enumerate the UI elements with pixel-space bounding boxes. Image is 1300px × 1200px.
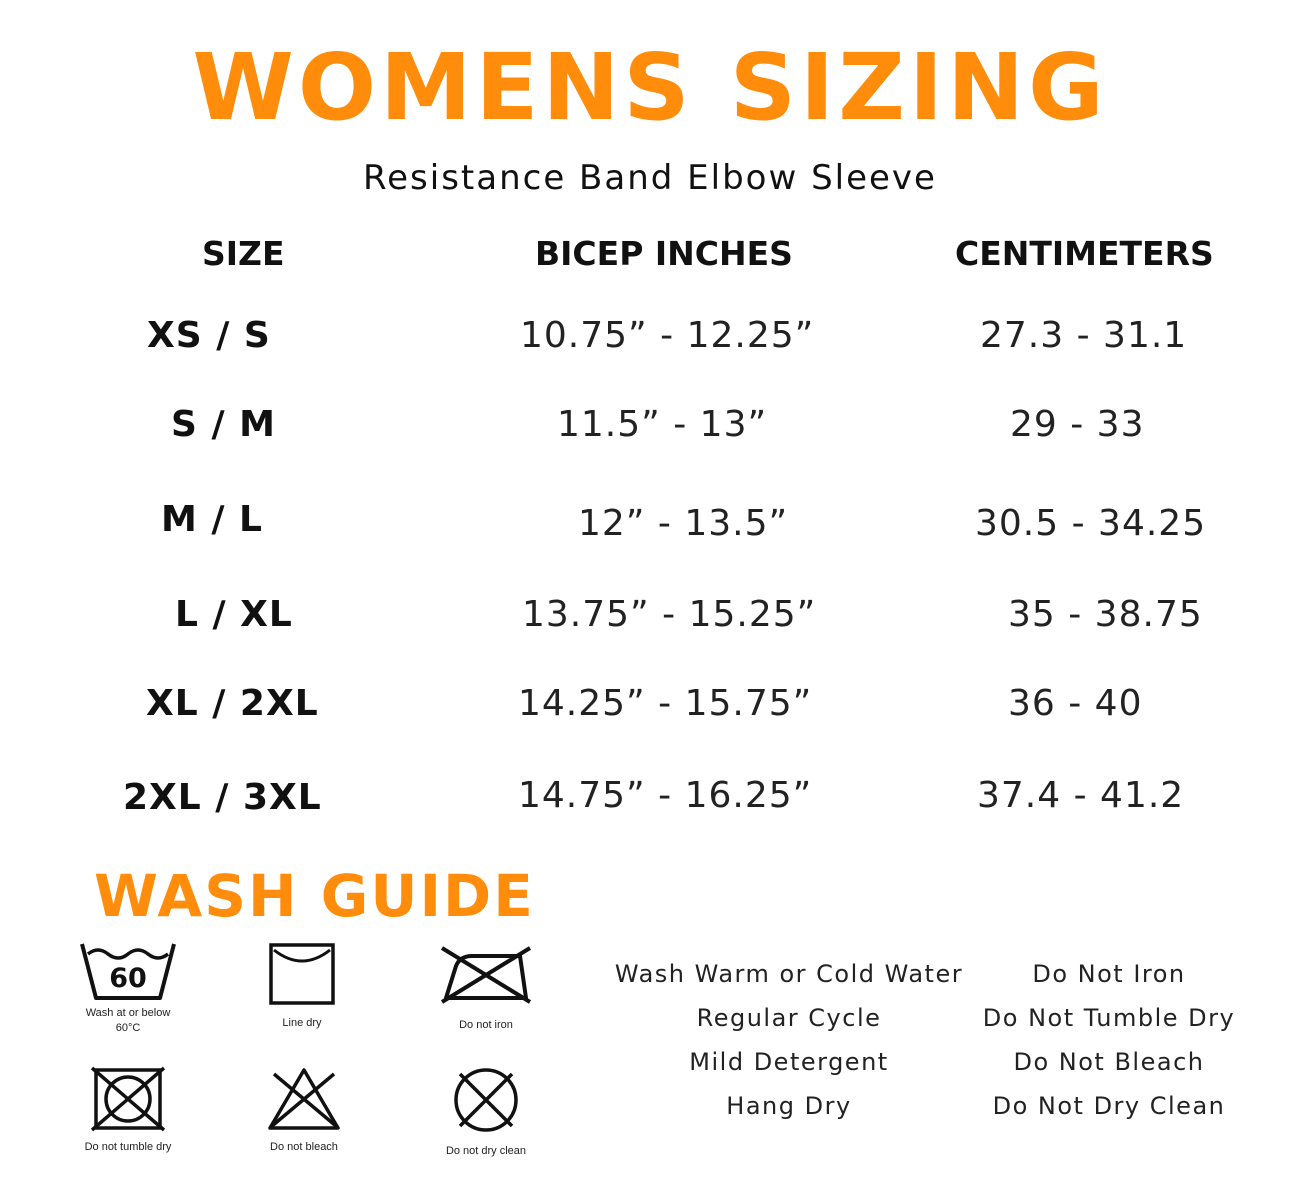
- inches-cell: 12” - 13.5”: [578, 503, 789, 544]
- cm-cell: 27.3 - 31.1: [980, 315, 1188, 356]
- wash-symbol: Do not tumble dry: [78, 1066, 178, 1155]
- wash-guide-title: WASH GUIDE: [94, 862, 535, 930]
- size-cell: XS / S: [147, 315, 271, 356]
- size-cell: 2XL / 3XL: [123, 777, 322, 818]
- inches-cell: 10.75” - 12.25”: [520, 315, 815, 356]
- symbol-caption: Do not tumble dry: [84, 1141, 172, 1153]
- symbol-caption: Line dry: [282, 1017, 322, 1029]
- care-instruction: Do Not Dry Clean: [992, 1092, 1226, 1120]
- symbol-caption-line: Wash at or below: [85, 1007, 171, 1019]
- inches-cell: 14.75” - 16.25”: [518, 775, 813, 816]
- do-not-bleach-icon: [268, 1068, 340, 1130]
- care-instruction: Mild Detergent: [689, 1048, 889, 1076]
- size-cell: M / L: [161, 499, 263, 540]
- inches-cell: 13.75” - 15.25”: [522, 594, 817, 635]
- cm-cell: 30.5 - 34.25: [975, 503, 1207, 544]
- wash-symbol: Line dry: [252, 942, 352, 1031]
- care-instruction: Hang Dry: [726, 1092, 852, 1120]
- size-cell: L / XL: [175, 594, 293, 635]
- symbol-caption-line: 60°C: [115, 1022, 141, 1034]
- wash-symbol: 60 Wash at or below 60°C: [68, 940, 188, 1036]
- symbol-caption: Do not iron: [459, 1019, 513, 1031]
- inches-cell: 11.5” - 13”: [557, 404, 768, 445]
- column-header-bicep-inches: BICEP INCHES: [535, 234, 793, 273]
- cm-cell: 36 - 40: [1008, 683, 1143, 724]
- care-instruction: Do Not Iron: [1032, 960, 1186, 988]
- cm-cell: 29 - 33: [1010, 404, 1145, 445]
- column-header-size: SIZE: [202, 234, 285, 273]
- wash-symbol: Do not iron: [436, 942, 536, 1033]
- wash-symbol: Do not bleach: [254, 1066, 354, 1155]
- care-instruction: Wash Warm or Cold Water: [614, 960, 964, 988]
- care-instruction: Do Not Bleach: [1013, 1048, 1205, 1076]
- care-instructions-left: Wash Warm or Cold Water Regular Cycle Mi…: [612, 952, 966, 1128]
- page-title: WOMENS SIZING: [192, 34, 1108, 141]
- cm-cell: 37.4 - 41.2: [977, 775, 1185, 816]
- wash-temp-number: 60: [109, 963, 147, 994]
- page-subtitle: Resistance Band Elbow Sleeve: [363, 158, 937, 198]
- size-cell: S / M: [171, 404, 276, 445]
- inches-cell: 14.25” - 15.75”: [518, 683, 813, 724]
- symbol-caption: Wash at or below 60°C: [68, 1006, 188, 1036]
- symbol-caption: Do not bleach: [270, 1141, 338, 1153]
- do-not-tumble-dry-icon: [90, 1066, 166, 1132]
- care-instructions-right: Do Not Iron Do Not Tumble Dry Do Not Ble…: [978, 952, 1240, 1128]
- symbol-caption: Do not dry clean: [445, 1145, 527, 1157]
- care-instruction: Regular Cycle: [696, 1004, 882, 1032]
- wash-symbol: Do not dry clean: [436, 1066, 536, 1159]
- care-instruction: Do Not Tumble Dry: [982, 1004, 1236, 1032]
- wash-60-icon: 60: [80, 943, 176, 1000]
- line-dry-icon: [269, 943, 335, 1005]
- do-not-iron-icon: [440, 946, 532, 1004]
- column-header-centimeters: CENTIMETERS: [955, 234, 1214, 273]
- cm-cell: 35 - 38.75: [1008, 594, 1203, 635]
- do-not-dry-clean-icon: [454, 1068, 518, 1132]
- size-cell: XL / 2XL: [146, 683, 319, 724]
